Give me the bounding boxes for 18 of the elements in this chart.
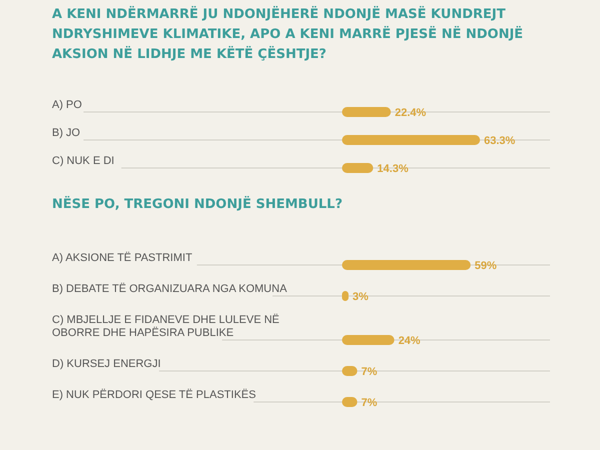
y-tick-label: D) KURSEJ ENERGJI — [52, 358, 161, 370]
y-tick-label: C) MBJELLJE E FIDANEVE DHE LULEVE NË OBORRE DHE HAPËSIRA PUBLIKE — [52, 313, 280, 339]
data-label: 14.3% — [377, 163, 409, 175]
data-label: 3% — [352, 291, 369, 303]
data-label: 7% — [361, 366, 378, 378]
y-tick-label: A) AKSIONE TË PASTRIMIT — [52, 251, 192, 264]
text: NËSE PO, TREGONI NDONJË SHEMBULL? — [52, 195, 342, 212]
chart-title: A KENI NDËRMARRË JU NDONJËHERË NDONJË MASË KUNDREJT NDRYSHIMEVE KLIMATIKE, APO A KENI MARRË PJESË NË NDONJË AKSION NË LIDHJE ME KËTË ÇËSHTJE? — [52, 5, 524, 62]
data-label: 7% — [361, 397, 378, 409]
y-tick-label: C) NUK E DI — [52, 155, 114, 167]
data-label: 24% — [398, 335, 421, 347]
y-tick-label: A) PO — [52, 99, 82, 111]
data-label: 63.3% — [484, 135, 516, 147]
y-tick-label: B) DEBATE TË ORGANIZUARA NGA KOMUNA — [52, 282, 288, 295]
y-tick-label: E) NUK PËRDORI QESE TË PLASTIKËS — [52, 388, 256, 401]
y-tick-label: B) JO — [52, 127, 81, 139]
data-label: 59% — [474, 260, 497, 272]
data-label: 22.4% — [394, 107, 426, 119]
